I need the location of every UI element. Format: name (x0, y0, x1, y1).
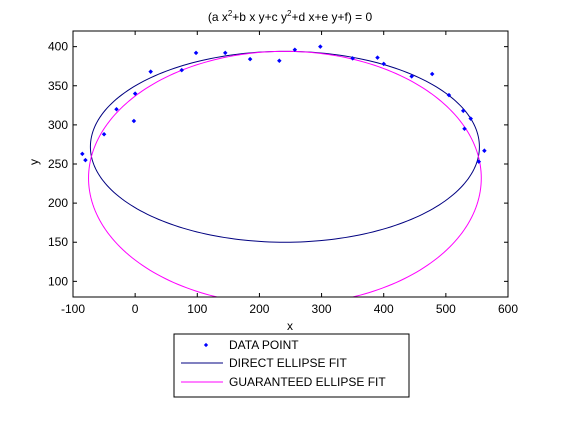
title-superscript-2: 2 (287, 9, 292, 18)
data-point (409, 74, 414, 79)
data-point (101, 132, 107, 137)
legend-marker-data-point (203, 342, 209, 348)
y-tick-label: 300 (48, 118, 68, 132)
chart-title: (a x2+b x y+c y2+d x+e y+f) = 0 (208, 9, 373, 24)
data-point (476, 159, 482, 164)
legend-label-direct-fit: DIRECT ELLIPSE FIT (229, 356, 347, 370)
y-tick-label: 200 (48, 196, 68, 210)
x-axis: -100 0 100 200 300 400 500 600 (61, 31, 518, 316)
y-tick-label: 350 (48, 79, 68, 93)
y-tick-label: 100 (48, 274, 68, 288)
data-point (429, 71, 435, 77)
y-tick-label: 400 (48, 40, 68, 54)
x-tick-label: 300 (312, 302, 332, 316)
x-tick-label: 400 (374, 302, 394, 316)
legend-label-data-point: DATA POINT (229, 338, 299, 352)
data-point (482, 148, 487, 153)
title-part-3: +d x+e y+f) = 0 (291, 10, 372, 24)
data-point (131, 118, 137, 124)
y-axis: 100 150 200 250 300 350 400 (48, 40, 508, 288)
title-superscript-1: 2 (228, 9, 233, 18)
x-tick-label: 500 (436, 302, 456, 316)
y-tick-label: 250 (48, 157, 68, 171)
x-tick-label: 200 (249, 302, 269, 316)
data-point (83, 157, 88, 163)
plot-area (73, 31, 508, 297)
guaranteed-ellipse-fit-curve (88, 50, 482, 297)
x-tick-label: -100 (61, 302, 85, 316)
legend-label-guaranteed-fit: GUARANTEED ELLIPSE FIT (229, 375, 386, 389)
title-part-2: +b x y+c y (232, 10, 287, 24)
x-tick-label: 100 (187, 302, 207, 316)
x-tick-label: 600 (498, 302, 518, 316)
y-axis-label: y (27, 159, 41, 165)
x-tick-label: 0 (132, 302, 139, 316)
y-tick-label: 150 (48, 235, 68, 249)
legend-box (173, 333, 410, 398)
x-axis-label: x (287, 319, 293, 333)
legend: DATA POINT DIRECT ELLIPSE FIT GUARANTEED… (173, 333, 410, 398)
data-point (132, 91, 138, 96)
data-point (80, 151, 85, 157)
title-part-1: (a x (208, 10, 228, 24)
data-point (114, 106, 119, 112)
